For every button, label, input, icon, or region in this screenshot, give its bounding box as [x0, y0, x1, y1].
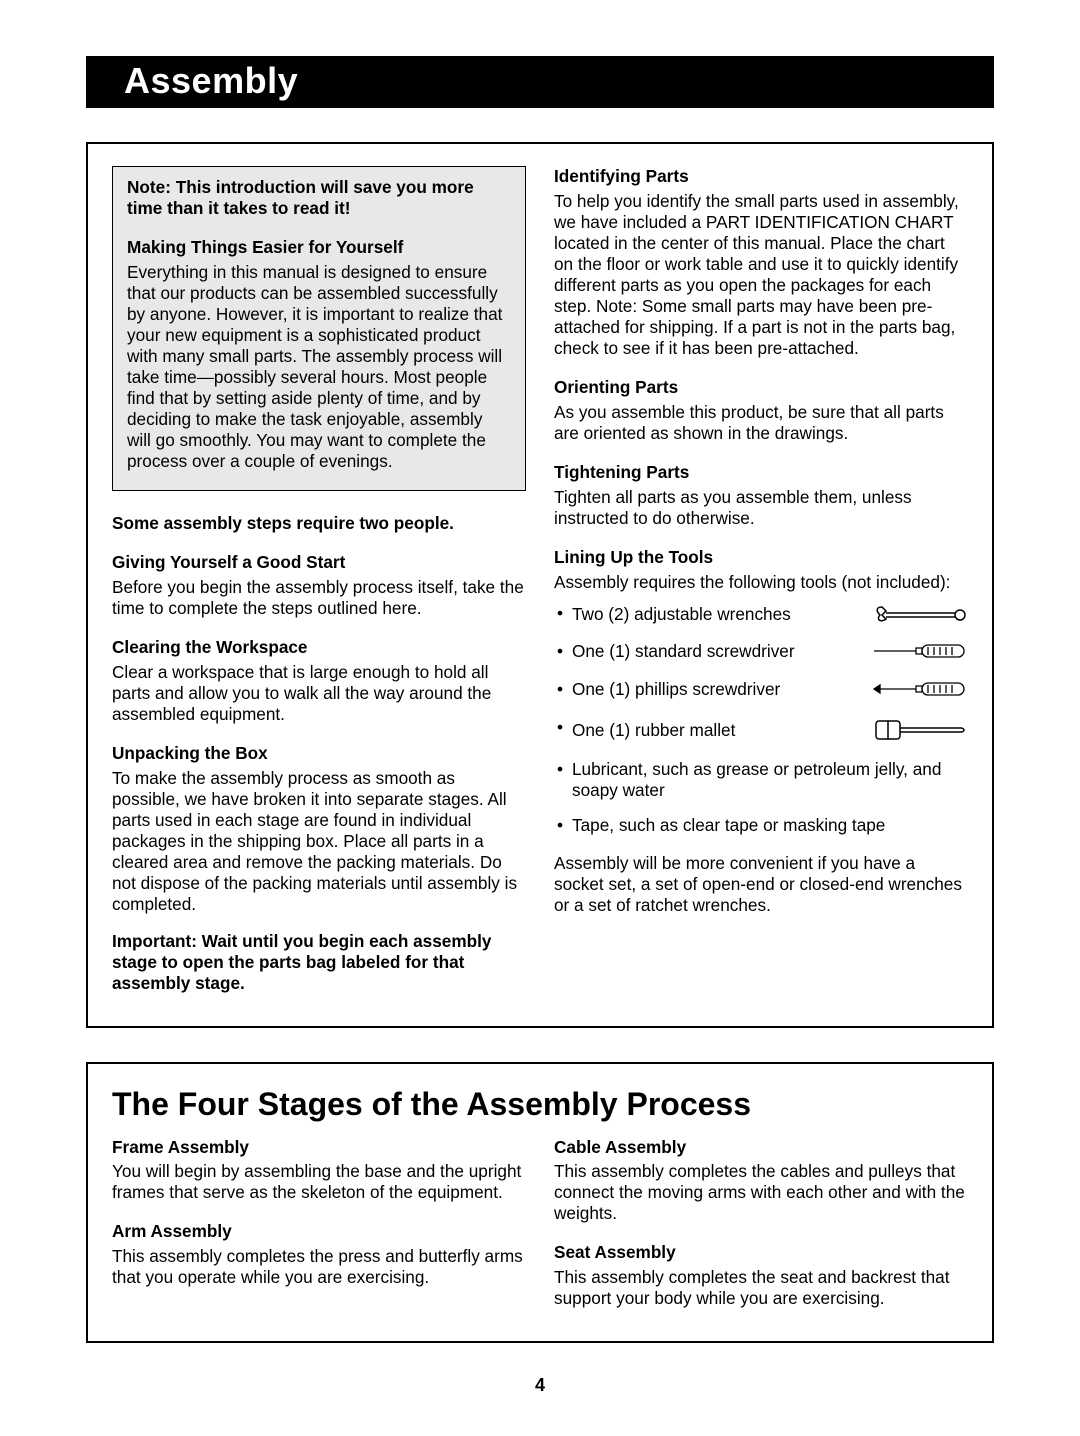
orient-heading: Orienting Parts: [554, 377, 968, 398]
right-column: Identifying Parts To help you identify t…: [554, 166, 968, 998]
left-column: Note: This introduction will save you mo…: [112, 166, 526, 998]
stage-heading: Frame Assembly: [112, 1137, 526, 1158]
mallet-icon: [872, 717, 968, 745]
stage-heading: Cable Assembly: [554, 1137, 968, 1158]
unpack-body: To make the assembly process as smooth a…: [112, 768, 526, 915]
tool-list: Two (2) adjustable wrenches: [554, 603, 968, 839]
clearing-body: Clear a workspace that is large enough t…: [112, 662, 526, 725]
note-lead: Note: This introduction will save you mo…: [127, 177, 511, 219]
wrench-icon: [872, 603, 968, 627]
tool-item: Tape, such as clear tape or masking tape: [554, 815, 968, 839]
tool-item: One (1) phillips screwdriver: [554, 679, 968, 703]
stage-body: This assembly completes the cables and p…: [554, 1161, 968, 1224]
tool-item: Two (2) adjustable wrenches: [554, 603, 968, 627]
unpack-heading: Unpacking the Box: [112, 743, 526, 764]
stages-title: The Four Stages of the Assembly Process: [112, 1086, 968, 1123]
stages-left-col: Frame Assembly You will begin by assembl…: [112, 1137, 526, 1314]
stage-heading: Seat Assembly: [554, 1242, 968, 1263]
identify-body: To help you identify the small parts use…: [554, 191, 968, 359]
tool-label: Two (2) adjustable wrenches: [572, 604, 791, 625]
tools-heading: Lining Up the Tools: [554, 547, 968, 568]
important-note: Important: Wait until you begin each ass…: [112, 931, 526, 994]
page-number: 4: [86, 1375, 994, 1396]
good-start-body: Before you begin the assembly process it…: [112, 577, 526, 619]
good-start-heading: Giving Yourself a Good Start: [112, 552, 526, 573]
tool-label: One (1) standard screwdriver: [572, 641, 795, 662]
phillips-screwdriver-icon: [872, 680, 968, 698]
tool-item: One (1) standard screwdriver: [554, 641, 968, 665]
tighten-heading: Tightening Parts: [554, 462, 968, 483]
tool-item: One (1) rubber mallet: [554, 717, 968, 745]
note-making-body: Everything in this manual is designed to…: [127, 262, 511, 472]
note-making-heading: Making Things Easier for Yourself: [127, 237, 511, 258]
stages-box: The Four Stages of the Assembly Process …: [86, 1062, 994, 1344]
two-people-note: Some assembly steps require two people.: [112, 513, 526, 534]
tighten-body: Tighten all parts as you assemble them, …: [554, 487, 968, 529]
tools-lead: Assembly requires the following tools (n…: [554, 572, 968, 593]
note-box: Note: This introduction will save you mo…: [112, 166, 526, 491]
stage-body: This assembly completes the seat and bac…: [554, 1267, 968, 1309]
tool-label: Lubricant, such as grease or petroleum j…: [572, 759, 941, 800]
identify-heading: Identifying Parts: [554, 166, 968, 187]
tool-item: Lubricant, such as grease or petroleum j…: [554, 759, 968, 801]
stage-body: This assembly completes the press and bu…: [112, 1246, 526, 1288]
clearing-heading: Clearing the Workspace: [112, 637, 526, 658]
orient-body: As you assemble this product, be sure th…: [554, 402, 968, 444]
banner-title: Assembly: [86, 56, 994, 108]
tool-label: One (1) phillips screwdriver: [572, 679, 780, 700]
tools-closing: Assembly will be more convenient if you …: [554, 853, 968, 916]
tool-label: One (1) rubber mallet: [572, 720, 735, 741]
flat-screwdriver-icon: [872, 642, 968, 660]
stages-right-col: Cable Assembly This assembly completes t…: [554, 1137, 968, 1314]
tool-label: Tape, such as clear tape or masking tape: [572, 815, 885, 835]
page: Assembly Note: This introduction will sa…: [0, 0, 1080, 1436]
stage-body: You will begin by assembling the base an…: [112, 1161, 526, 1203]
stage-heading: Arm Assembly: [112, 1221, 526, 1242]
assembly-intro-box: Note: This introduction will save you mo…: [86, 142, 994, 1028]
